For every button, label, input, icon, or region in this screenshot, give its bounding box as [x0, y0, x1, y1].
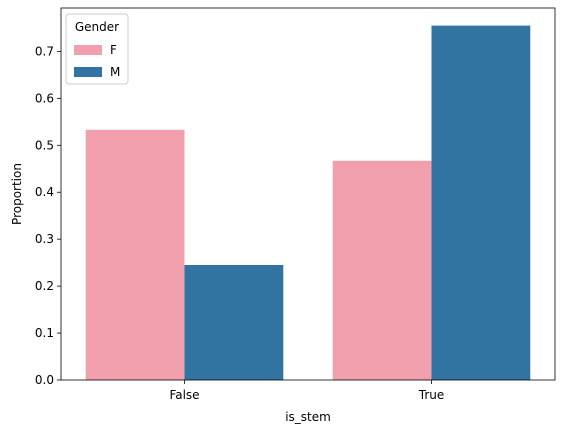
- y-axis-label: Proportion: [10, 163, 24, 225]
- y-axis-ticks: 0.0 0.1 0.2 0.3 0.4 0.5 0.6 0.7: [35, 44, 61, 387]
- y-tick-label: 0.1: [35, 326, 54, 340]
- bar-F-False: [85, 129, 185, 380]
- axes-frame: [60, 7, 556, 381]
- bar-M-False: [184, 264, 284, 380]
- y-tick-label: 0.3: [35, 232, 54, 246]
- bar-M-True: [431, 25, 531, 380]
- x-axis-ticks: False True: [169, 380, 444, 402]
- y-tick-label: 0.4: [35, 185, 54, 199]
- x-tick-label: False: [169, 388, 199, 402]
- legend-swatch-F: [74, 45, 102, 55]
- y-tick-label: 0.5: [35, 138, 54, 152]
- y-tick-label: 0.6: [35, 91, 54, 105]
- bars-group: [85, 25, 531, 380]
- legend-title: Gender: [75, 20, 119, 34]
- y-tick-label: 0.7: [35, 44, 54, 58]
- legend-items: FM: [74, 43, 120, 79]
- y-tick-label: 0.2: [35, 279, 54, 293]
- y-tick-label: 0.0: [35, 373, 54, 387]
- legend-label-M: M: [110, 65, 120, 79]
- x-axis-label: is_stem: [285, 410, 331, 424]
- legend-swatch-M: [74, 67, 102, 77]
- legend: Gender FM: [65, 13, 129, 85]
- x-tick-label: True: [418, 388, 445, 402]
- legend-label-F: F: [110, 43, 117, 57]
- bar-F-True: [332, 160, 432, 380]
